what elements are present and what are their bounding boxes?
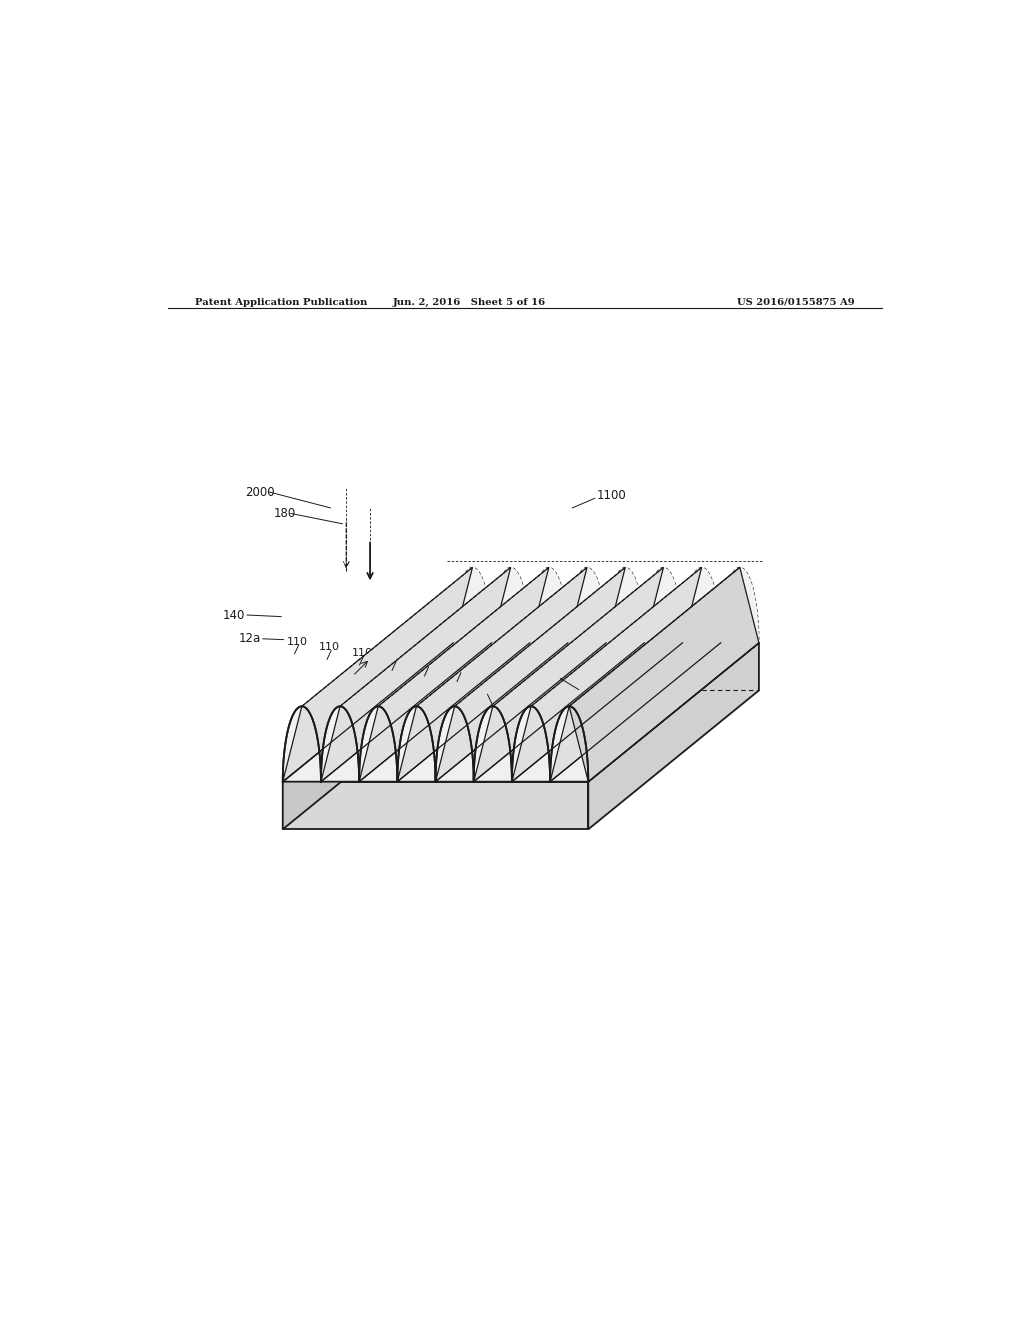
Text: 110: 110 xyxy=(417,659,437,669)
Polygon shape xyxy=(283,643,759,781)
Text: 140: 140 xyxy=(581,685,603,698)
Text: 110: 110 xyxy=(450,664,470,675)
Polygon shape xyxy=(474,568,664,781)
Polygon shape xyxy=(283,568,492,781)
Polygon shape xyxy=(569,568,759,781)
Text: FIG.3A: FIG.3A xyxy=(416,721,475,739)
Polygon shape xyxy=(397,568,606,781)
Text: 120: 120 xyxy=(342,676,365,689)
Text: 12: 12 xyxy=(494,702,508,715)
Text: 110: 110 xyxy=(287,636,308,647)
Polygon shape xyxy=(435,568,644,781)
Polygon shape xyxy=(550,568,759,781)
Text: US 2016/0155875 A9: US 2016/0155875 A9 xyxy=(736,297,854,306)
Polygon shape xyxy=(359,568,549,781)
Text: Patent Application Publication: Patent Application Publication xyxy=(196,297,368,306)
Polygon shape xyxy=(283,568,472,781)
Polygon shape xyxy=(435,568,626,781)
Polygon shape xyxy=(283,781,588,829)
Polygon shape xyxy=(474,568,683,781)
Text: 2000: 2000 xyxy=(246,486,275,499)
Polygon shape xyxy=(512,568,721,781)
Text: 1100: 1100 xyxy=(596,490,626,503)
Text: 180: 180 xyxy=(273,507,296,520)
Polygon shape xyxy=(550,568,739,781)
Text: 140: 140 xyxy=(223,609,246,622)
Text: 110: 110 xyxy=(384,653,406,664)
Text: 110: 110 xyxy=(641,614,663,624)
Polygon shape xyxy=(321,568,511,781)
Polygon shape xyxy=(359,568,568,781)
Polygon shape xyxy=(397,568,587,781)
Polygon shape xyxy=(321,568,529,781)
Text: Jun. 2, 2016   Sheet 5 of 16: Jun. 2, 2016 Sheet 5 of 16 xyxy=(392,297,546,306)
Text: 110: 110 xyxy=(680,628,700,639)
Text: 110: 110 xyxy=(351,648,373,657)
Polygon shape xyxy=(512,568,701,781)
Text: 12a: 12a xyxy=(239,632,261,645)
Text: 110: 110 xyxy=(319,643,340,652)
Polygon shape xyxy=(283,643,454,829)
Polygon shape xyxy=(588,643,759,829)
